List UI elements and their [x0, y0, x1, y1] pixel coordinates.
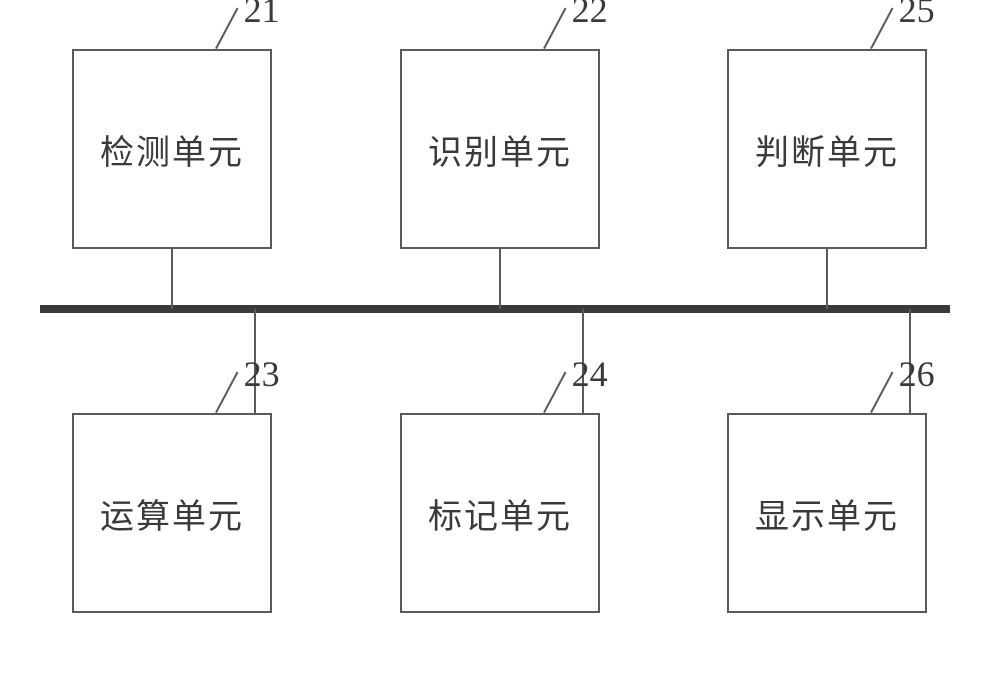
number-23: 23	[244, 353, 280, 395]
block-24-label: 标记单元	[428, 489, 572, 538]
number-21: 21	[244, 0, 280, 31]
number-26: 26	[899, 353, 935, 395]
leader-22	[543, 7, 567, 50]
stub-25	[826, 249, 828, 309]
block-22-label: 识别单元	[428, 125, 572, 174]
number-22: 22	[572, 0, 608, 31]
stub-22	[499, 249, 501, 309]
block-25: 判断单元	[727, 49, 927, 249]
leader-21	[215, 7, 239, 50]
leader-24	[543, 371, 567, 414]
block-23-label: 运算单元	[100, 489, 244, 538]
block-21: 检测单元	[72, 49, 272, 249]
block-25-label: 判断单元	[755, 125, 899, 174]
number-24: 24	[572, 353, 608, 395]
block-24: 标记单元	[400, 413, 600, 613]
block-22: 识别单元	[400, 49, 600, 249]
block-26-label: 显示单元	[755, 489, 899, 538]
block-21-label: 检测单元	[100, 125, 244, 174]
bus-line	[40, 305, 950, 313]
leader-26	[870, 371, 894, 414]
leader-23	[215, 371, 239, 414]
block-26: 显示单元	[727, 413, 927, 613]
number-25: 25	[899, 0, 935, 31]
leader-25	[870, 7, 894, 50]
stub-21	[171, 249, 173, 309]
block-23: 运算单元	[72, 413, 272, 613]
diagram-stage: 检测单元 21 识别单元 22 判断单元 25 运算单元 23 标记单元 24 …	[0, 0, 1000, 699]
